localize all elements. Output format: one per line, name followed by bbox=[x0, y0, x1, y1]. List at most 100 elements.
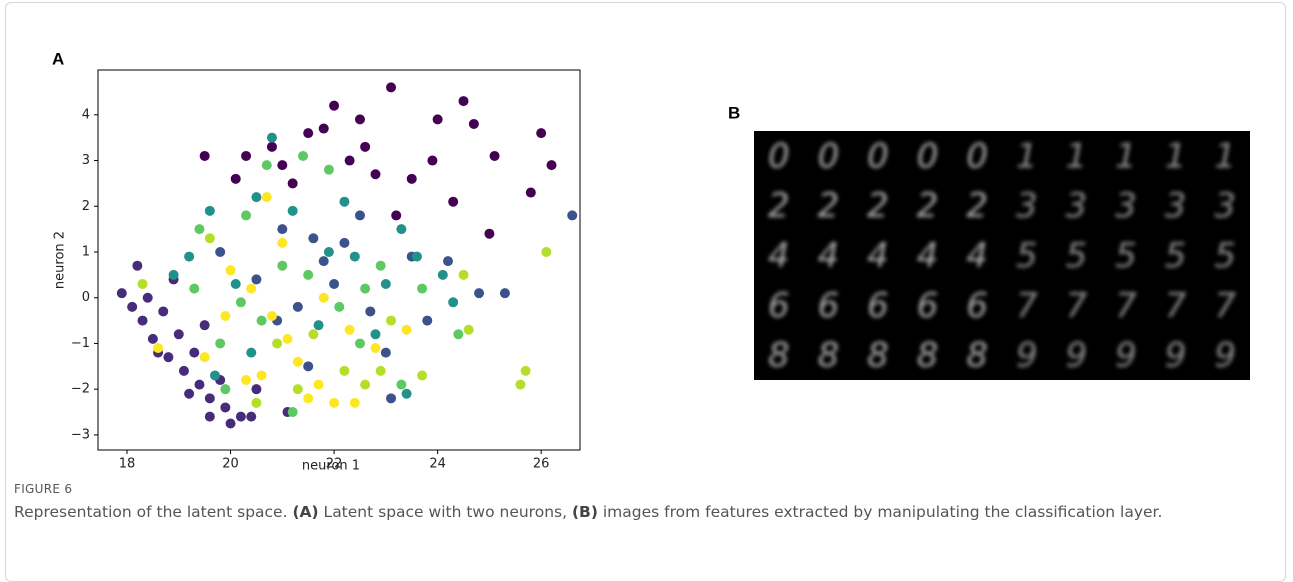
point bbox=[138, 279, 148, 289]
digit-image: 7 bbox=[1115, 286, 1137, 326]
point bbox=[277, 160, 287, 170]
point bbox=[298, 151, 308, 161]
point bbox=[370, 329, 380, 339]
point bbox=[184, 389, 194, 399]
digit-image: 2 bbox=[768, 186, 790, 226]
digit-image: 6 bbox=[917, 286, 939, 326]
point bbox=[153, 343, 163, 353]
point bbox=[515, 380, 525, 390]
digit-image: 0 bbox=[768, 136, 790, 176]
point bbox=[293, 357, 303, 367]
point bbox=[251, 192, 261, 202]
point bbox=[251, 398, 261, 408]
point bbox=[138, 316, 148, 326]
point bbox=[314, 320, 324, 330]
point bbox=[277, 261, 287, 271]
point bbox=[329, 101, 339, 111]
point bbox=[184, 252, 194, 262]
digit-image: 0 bbox=[818, 136, 840, 176]
point bbox=[433, 114, 443, 124]
digit-image: 4 bbox=[966, 236, 988, 276]
caption-text: images from features extracted by manipu… bbox=[598, 503, 1163, 521]
point bbox=[220, 311, 230, 321]
point bbox=[200, 320, 210, 330]
point bbox=[345, 325, 355, 335]
point bbox=[319, 124, 329, 134]
x-tick-label: 24 bbox=[429, 457, 446, 472]
point bbox=[329, 279, 339, 289]
point bbox=[376, 366, 386, 376]
point bbox=[448, 197, 458, 207]
point bbox=[200, 352, 210, 362]
point bbox=[360, 380, 370, 390]
digit-image: 3 bbox=[1165, 186, 1187, 226]
point bbox=[288, 178, 298, 188]
y-tick-label: −1 bbox=[71, 336, 90, 351]
y-tick-label: 0 bbox=[82, 290, 90, 305]
point bbox=[319, 256, 329, 266]
point bbox=[355, 114, 365, 124]
digit-image: 3 bbox=[1066, 186, 1088, 226]
point bbox=[464, 325, 474, 335]
digit-image: 8 bbox=[867, 336, 889, 376]
point bbox=[308, 233, 318, 243]
point bbox=[293, 302, 303, 312]
point bbox=[220, 384, 230, 394]
point bbox=[324, 247, 334, 257]
point bbox=[169, 270, 179, 280]
point bbox=[448, 297, 458, 307]
point bbox=[386, 82, 396, 92]
point bbox=[148, 334, 158, 344]
point bbox=[174, 329, 184, 339]
point bbox=[370, 169, 380, 179]
point bbox=[251, 274, 261, 284]
point bbox=[267, 142, 277, 152]
point bbox=[314, 380, 324, 390]
point bbox=[427, 156, 437, 166]
point bbox=[422, 316, 432, 326]
point bbox=[376, 261, 386, 271]
caption-text: Representation of the latent space. bbox=[14, 503, 292, 521]
digit-image: 3 bbox=[1115, 186, 1137, 226]
point bbox=[205, 393, 215, 403]
point bbox=[381, 279, 391, 289]
y-tick-label: 4 bbox=[82, 107, 90, 122]
digit-image: 6 bbox=[867, 286, 889, 326]
figure-label: FIGURE 6 bbox=[14, 482, 72, 496]
digit-image: 3 bbox=[1016, 186, 1038, 226]
point bbox=[417, 370, 427, 380]
digit-image: 0 bbox=[867, 136, 889, 176]
digit-image: 8 bbox=[818, 336, 840, 376]
digit-image: 5 bbox=[1115, 236, 1137, 276]
digit-image: 5 bbox=[1214, 236, 1236, 276]
point bbox=[246, 284, 256, 294]
point bbox=[143, 293, 153, 303]
digit-image: 2 bbox=[867, 186, 889, 226]
x-tick-label: 20 bbox=[222, 457, 239, 472]
digit-image: 4 bbox=[917, 236, 939, 276]
digit-image: 1 bbox=[1214, 136, 1236, 176]
point bbox=[541, 247, 551, 257]
point bbox=[355, 210, 365, 220]
point bbox=[194, 380, 204, 390]
digit-image: 9 bbox=[1214, 336, 1236, 376]
point bbox=[288, 206, 298, 216]
point bbox=[246, 348, 256, 358]
point bbox=[303, 361, 313, 371]
digit-image: 7 bbox=[1214, 286, 1236, 326]
x-tick-label: 26 bbox=[533, 457, 550, 472]
digit-image: 7 bbox=[1066, 286, 1088, 326]
point bbox=[536, 128, 546, 138]
point bbox=[350, 252, 360, 262]
panel-label: A bbox=[52, 49, 64, 68]
point bbox=[521, 366, 531, 376]
point bbox=[490, 151, 500, 161]
point bbox=[355, 338, 365, 348]
point bbox=[210, 370, 220, 380]
point bbox=[308, 329, 318, 339]
point bbox=[381, 348, 391, 358]
point bbox=[267, 133, 277, 143]
point bbox=[547, 160, 557, 170]
digit-image: 8 bbox=[768, 336, 790, 376]
point bbox=[127, 302, 137, 312]
